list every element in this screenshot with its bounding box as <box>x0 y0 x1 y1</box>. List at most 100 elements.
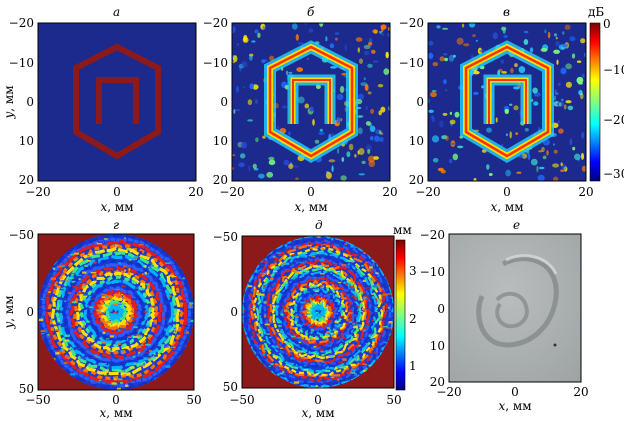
panel-g <box>38 234 194 390</box>
panel-g-phase-grain <box>154 377 159 380</box>
panel-v-speckle-dot <box>562 43 568 48</box>
panel-d-phase-grain <box>262 287 267 289</box>
panel-v-speckle-dot <box>509 103 513 106</box>
panel-d-ytick-2: 50 <box>223 380 238 394</box>
panel-g-phase-grain <box>58 319 61 322</box>
panel-a-frame <box>37 22 197 182</box>
panel-d-phase-grain <box>341 264 347 267</box>
panel-d-phase-grain <box>338 290 342 292</box>
panel-b-ytick-2: 0 <box>220 95 228 109</box>
panel-v-speckle-dot <box>513 86 520 90</box>
panel-d-phase-grain <box>292 254 296 256</box>
panel-d-phase-grain <box>342 337 347 340</box>
panel-d-phase-grain <box>247 285 253 288</box>
panel-b-speckle-dot <box>318 132 325 135</box>
panel-d-phase-grain <box>333 333 336 335</box>
panel-g-phase-grain <box>61 273 66 276</box>
panel-g-phase-grain <box>154 328 157 331</box>
panel-d-phase-grain <box>382 293 388 296</box>
panel-d-phase-grain <box>262 284 267 287</box>
panel-d-phase-grain <box>351 368 356 371</box>
panel-b-letter-p-core <box>292 79 331 124</box>
panel-d-phase-grain <box>357 289 361 291</box>
panel-b-speckle-dot <box>249 83 254 90</box>
panel-d-phase-grain <box>341 333 347 335</box>
panel-b-speckle-dot <box>364 84 369 91</box>
panel-g-phase-grain <box>120 350 124 353</box>
panel-g-phase-grain <box>111 346 117 349</box>
panel-d-phase-grain <box>371 339 376 342</box>
panel-v-speckle-dot <box>556 59 559 65</box>
panel-a-hexagon <box>73 43 161 160</box>
panel-b-speckle-dot <box>360 82 368 87</box>
panel-g-phase-grain <box>59 349 64 352</box>
panel-d-phase-grain <box>288 350 295 353</box>
panel-b-speckle-dot <box>297 42 304 45</box>
panel-g-phase-grain <box>171 267 176 269</box>
panel-v-speckle-dot <box>547 31 551 39</box>
panel-v-xtick-2: 20 <box>578 185 593 199</box>
panel-g-phase-grain <box>133 256 139 258</box>
panel-d-phase-grain <box>295 349 298 352</box>
panel-d-phase-fringe <box>279 275 355 350</box>
panel-v-speckle-dot <box>569 138 573 146</box>
panel-d-phase-grain <box>390 315 394 317</box>
panel-e-ytick-4: 20 <box>430 375 445 389</box>
panel-d-ytick-1: 0 <box>230 305 238 319</box>
panel-g-xlabel: x, мм <box>99 406 132 420</box>
panel-d-phase-grain <box>270 363 274 366</box>
panel-g-phase-grain <box>129 366 135 369</box>
panel-b-speckle-dot <box>340 117 343 122</box>
panel-g-phase-grain <box>104 374 107 376</box>
panel-b-speckle-dot <box>248 165 251 171</box>
panel-d-phase-grain <box>308 243 311 246</box>
panel-d-phase-grain <box>354 357 359 359</box>
panel-g-xtick-0: −50 <box>25 393 50 407</box>
panel-g-phase-grain <box>109 349 113 352</box>
panel-g-phase-grain <box>152 322 156 325</box>
panel-b-speckle-dot <box>240 141 247 149</box>
panel-g-phase-grain <box>114 288 120 290</box>
panel-d-phase-grain <box>284 308 287 311</box>
panel-g-phase-grain <box>97 241 103 244</box>
panel-d-phase-grain <box>270 347 275 350</box>
panel-d-phase-grain <box>258 348 262 350</box>
panel-g-phase-grain <box>70 348 73 351</box>
panel-d-phase-grain <box>273 257 277 260</box>
panel-v-speckle-dot <box>505 169 511 177</box>
panel-g-phase-grain <box>150 305 154 308</box>
panel-g-ytick-2: 50 <box>19 382 34 396</box>
panel-v-speckle-dot <box>561 164 567 171</box>
panel-g-phase-grain <box>54 301 57 302</box>
panel-g-phase-grain <box>113 280 119 283</box>
panel-g-phase-grain <box>57 316 60 318</box>
panel-g-phase-grain <box>179 331 182 334</box>
panel-d-phase-grain <box>297 337 303 339</box>
panel-d-phase-grain <box>269 336 272 338</box>
panel-d-phase-grain <box>298 352 301 354</box>
panel-g-phase-grain <box>127 336 132 338</box>
panel-v-letter: в <box>503 5 510 19</box>
panel-g-phase-grain <box>156 267 161 269</box>
panel-g-phase-grain <box>80 357 86 359</box>
panel-g-phase-grain <box>53 268 55 270</box>
panel-e-letter: е <box>513 218 520 232</box>
panel-g-phase-fringe <box>75 271 157 353</box>
panel-v-speckle-dot <box>514 63 518 68</box>
panel-g-phase-grain <box>128 259 132 261</box>
panel-d-phase-grain <box>257 291 261 294</box>
panel-g-phase-grain <box>56 265 62 268</box>
panel-d-phase-grain <box>321 240 326 242</box>
panel-v-speckle-dot <box>558 102 562 107</box>
panel-v-speckle-dot <box>557 82 561 86</box>
panel-g-phase-grain <box>87 254 90 257</box>
panel-b-speckle-dot <box>357 47 360 53</box>
panel-g-phase-grain <box>144 283 150 285</box>
panel-b-speckle-dot <box>247 119 254 122</box>
panel-v-speckle-dot <box>553 176 559 181</box>
panel-g-phase-grain <box>59 277 64 279</box>
panel-g-phase-grain <box>45 310 51 312</box>
panel-v-ytick-2: 0 <box>416 95 424 109</box>
panel-b-speckle-dot <box>330 66 337 69</box>
panel-g-phase-grain <box>101 342 106 344</box>
